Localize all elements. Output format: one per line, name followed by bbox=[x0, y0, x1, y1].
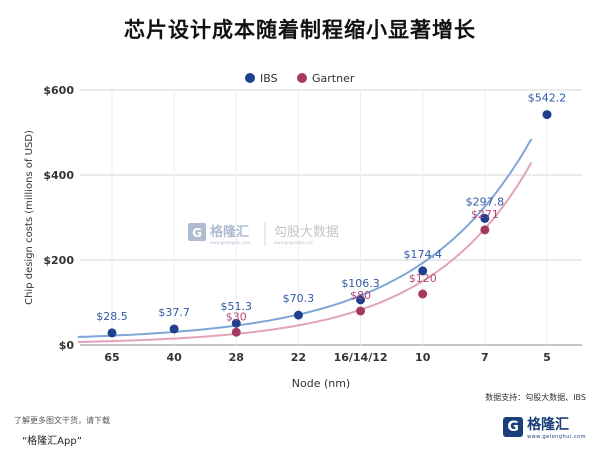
axes: $0 $200 $400 $600 65 40 28 22 16/14/12 10 7 5 Node (… bbox=[24, 84, 551, 390]
ibs-data-label: $106.3 bbox=[341, 277, 380, 290]
watermark-sub2: www.gogudata.com bbox=[274, 240, 314, 245]
footer-logo[interactable]: G 格隆汇 www.gelonghui.com bbox=[503, 414, 586, 440]
watermark-brand: 格隆汇 bbox=[210, 224, 249, 240]
ibs-point bbox=[418, 266, 428, 276]
ibs-data-label: $37.7 bbox=[158, 306, 190, 319]
gartner-point bbox=[480, 225, 490, 235]
gartner-point bbox=[356, 306, 366, 316]
x-tick-label: 40 bbox=[166, 351, 182, 364]
data-labels: $28.5 $37.7 $51.3 $70.3 $106.3 $174.4 $297.8 $5… bbox=[96, 92, 566, 324]
x-tick-label: 65 bbox=[104, 351, 119, 364]
ibs-point bbox=[542, 110, 552, 120]
y-tick-label: $0 bbox=[59, 339, 75, 352]
ibs-point bbox=[356, 295, 366, 305]
gartner-data-label: $120 bbox=[409, 272, 437, 285]
watermark-logo-letter: G bbox=[192, 226, 202, 240]
y-axis-label: Chip design costs (millions of USD) bbox=[24, 130, 35, 305]
gartner-trend-curve bbox=[77, 161, 533, 343]
watermark-sub: www.gelonghui.com bbox=[210, 240, 250, 245]
ibs-data-label: $28.5 bbox=[96, 310, 128, 323]
x-tick-label: 5 bbox=[543, 351, 551, 364]
ibs-data-label: $297.8 bbox=[466, 195, 505, 208]
ibs-point bbox=[169, 324, 179, 334]
watermark-brand2: 勾股大数据 bbox=[274, 225, 339, 240]
ibs-data-label: $51.3 bbox=[221, 300, 253, 313]
gartner-data-label: $80 bbox=[350, 289, 371, 302]
source-label: 数据支持：勾股大数据、IBS bbox=[485, 393, 586, 402]
x-tick-label: 7 bbox=[481, 351, 489, 364]
y-tick-label: $400 bbox=[43, 169, 74, 182]
x-tick-label: 28 bbox=[229, 351, 244, 364]
footer-app: “格隆汇App” bbox=[22, 436, 82, 447]
x-axis-label: Node (nm) bbox=[292, 377, 350, 390]
footer-note: 了解更多图文干货，请下载 bbox=[14, 416, 110, 425]
y-tick-label: $200 bbox=[43, 254, 74, 267]
logo-text: 格隆汇 bbox=[527, 417, 570, 433]
x-tick-label: 16/14/12 bbox=[334, 351, 388, 364]
ibs-point bbox=[107, 328, 117, 338]
x-tick-label: 10 bbox=[415, 351, 431, 364]
watermark-logo-icon bbox=[188, 223, 206, 241]
ibs-data-label: $70.3 bbox=[283, 292, 315, 305]
ibs-point bbox=[293, 310, 303, 320]
ibs-data-label: $542.2 bbox=[528, 92, 567, 105]
gartner-data-label: $30 bbox=[226, 310, 247, 323]
gartner-point bbox=[231, 327, 241, 337]
data-points bbox=[107, 110, 552, 338]
ibs-point bbox=[480, 213, 490, 223]
ibs-data-label: $174.4 bbox=[403, 248, 442, 261]
legend-ibs-label: IBS bbox=[260, 72, 278, 85]
trend-curves bbox=[77, 138, 533, 343]
legend-gartner-marker bbox=[297, 73, 307, 83]
gartner-point bbox=[418, 289, 428, 299]
gartner-data-label: $271 bbox=[471, 208, 499, 221]
chart-title: 芯片设计成本随着制程缩小显著增长 bbox=[124, 18, 476, 42]
y-tick-label: $600 bbox=[43, 84, 74, 97]
legend-ibs-marker bbox=[245, 73, 255, 83]
legend: IBS Gartner bbox=[245, 72, 355, 85]
ibs-point bbox=[231, 318, 241, 328]
legend-gartner-label: Gartner bbox=[312, 72, 355, 85]
x-tick-label: 22 bbox=[291, 351, 306, 364]
ibs-trend-curve bbox=[77, 138, 533, 338]
logo-icon: G bbox=[503, 417, 524, 437]
logo-sub: www.gelonghui.com bbox=[527, 434, 586, 440]
